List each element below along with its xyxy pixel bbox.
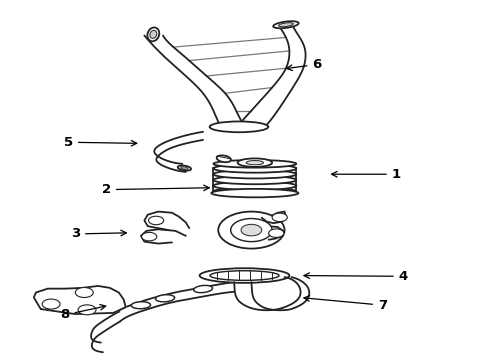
Ellipse shape: [213, 160, 296, 168]
Ellipse shape: [181, 167, 188, 169]
Circle shape: [241, 224, 261, 236]
Ellipse shape: [213, 176, 296, 184]
Polygon shape: [261, 212, 285, 223]
Text: 1: 1: [331, 168, 400, 181]
Ellipse shape: [278, 23, 293, 27]
Ellipse shape: [178, 166, 191, 171]
Text: 3: 3: [71, 228, 126, 240]
Ellipse shape: [213, 181, 296, 190]
Circle shape: [218, 212, 284, 248]
Ellipse shape: [199, 268, 289, 283]
Polygon shape: [237, 26, 305, 126]
Ellipse shape: [211, 189, 298, 197]
Text: 8: 8: [60, 305, 105, 321]
Text: 7: 7: [303, 296, 386, 312]
Ellipse shape: [149, 30, 157, 39]
Ellipse shape: [213, 187, 296, 196]
Circle shape: [142, 233, 157, 241]
Polygon shape: [91, 312, 120, 352]
Circle shape: [271, 213, 287, 222]
Text: 4: 4: [304, 270, 407, 283]
Ellipse shape: [273, 21, 298, 28]
Polygon shape: [119, 282, 234, 321]
Circle shape: [78, 305, 96, 315]
Polygon shape: [234, 282, 294, 310]
Text: 6: 6: [286, 58, 321, 71]
Ellipse shape: [246, 161, 263, 165]
Ellipse shape: [237, 158, 271, 167]
Ellipse shape: [209, 121, 268, 132]
Ellipse shape: [193, 285, 212, 293]
Circle shape: [148, 216, 163, 225]
Circle shape: [268, 229, 284, 237]
Text: 5: 5: [64, 136, 137, 149]
Circle shape: [42, 299, 60, 309]
Ellipse shape: [131, 302, 150, 309]
Circle shape: [75, 288, 93, 297]
Ellipse shape: [216, 156, 230, 162]
Ellipse shape: [147, 27, 159, 41]
Ellipse shape: [213, 164, 296, 173]
Polygon shape: [144, 212, 189, 230]
Text: 2: 2: [102, 183, 209, 196]
Polygon shape: [256, 226, 283, 240]
Ellipse shape: [209, 271, 279, 280]
Ellipse shape: [155, 295, 174, 302]
Ellipse shape: [213, 170, 296, 179]
Polygon shape: [141, 229, 185, 244]
Polygon shape: [282, 277, 308, 308]
Circle shape: [230, 219, 271, 242]
Polygon shape: [154, 132, 203, 172]
Polygon shape: [34, 286, 125, 314]
Polygon shape: [144, 36, 244, 126]
